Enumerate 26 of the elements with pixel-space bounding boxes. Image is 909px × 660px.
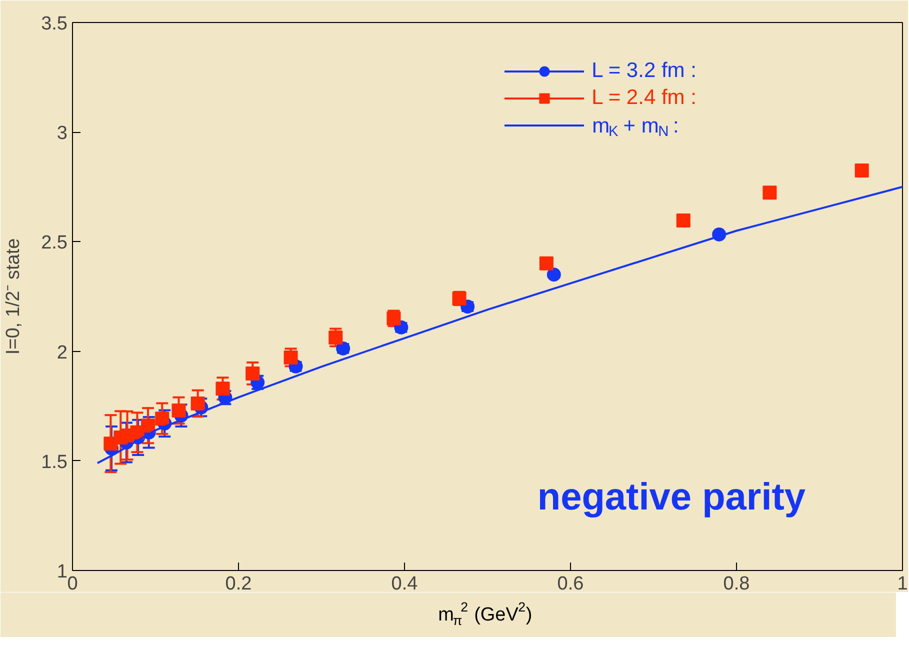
- y-tick-label: 3.5: [41, 14, 68, 34]
- x-tick-label: 0.2: [225, 574, 252, 594]
- point: [539, 256, 554, 270]
- point: [546, 268, 561, 282]
- annotation: negative parity: [537, 476, 806, 519]
- point: [676, 213, 690, 228]
- x-tick-label: 1: [897, 574, 908, 594]
- point: [155, 412, 170, 426]
- point: [216, 382, 230, 396]
- x-tick-label: 0.4: [391, 574, 418, 594]
- y-axis-title: I=0, 1/2⁻ state: [3, 238, 24, 355]
- point: [284, 350, 298, 364]
- point: [854, 163, 869, 178]
- point: [141, 418, 156, 433]
- y-tick-label: 2: [56, 342, 68, 364]
- x-tick-label: 0.6: [557, 574, 584, 594]
- point: [328, 330, 343, 344]
- y-tick-label: 1.5: [41, 452, 68, 473]
- y-tick-label: 3: [56, 123, 68, 144]
- point: [762, 186, 777, 200]
- point: [246, 366, 260, 380]
- legend-label: L = 2.4 fm :: [592, 86, 696, 110]
- x-tick-label: 0.8: [723, 574, 750, 594]
- y-tick-label: 2.5: [41, 232, 68, 254]
- x-tick-label: 0: [67, 574, 78, 594]
- legend-label: L = 3.2 fm :: [592, 59, 696, 84]
